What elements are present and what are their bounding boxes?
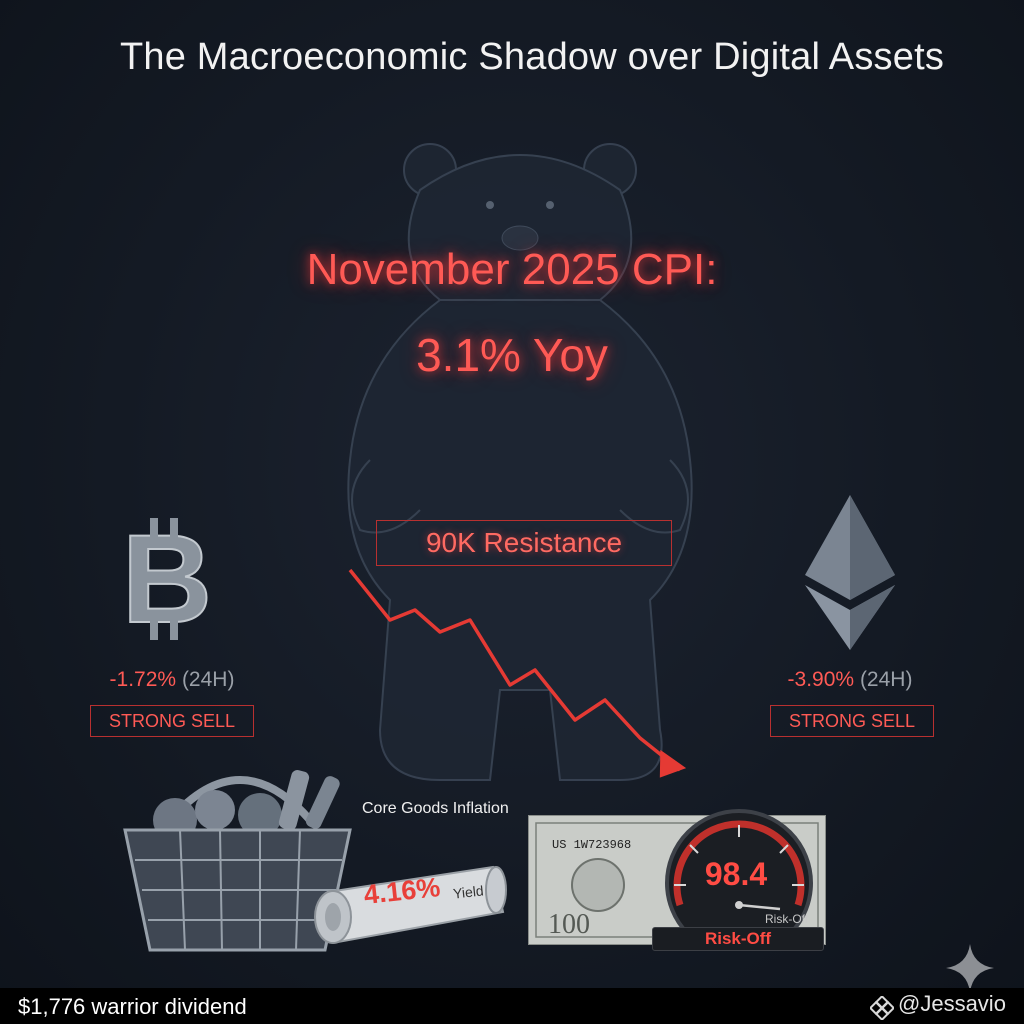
ethereum-signal-badge: STRONG SELL	[770, 705, 934, 737]
dollar-index-gauge	[665, 809, 813, 945]
bitcoin-change-period: (24H)	[181, 668, 235, 691]
cpi-value: 3.1% Yoy	[416, 329, 608, 381]
yield-label: Yield	[452, 882, 485, 902]
bill-serial: US 1W723968	[552, 838, 632, 852]
risk-off-badge: Risk-Off	[652, 927, 824, 951]
bitcoin-signal-badge: STRONG SELL	[90, 705, 254, 737]
svg-text:100: 100	[548, 909, 590, 940]
shopping-basket-icon	[123, 770, 352, 952]
sparkle-icon	[946, 944, 994, 992]
bitcoin-icon: B	[121, 510, 213, 650]
ethereum-icon	[805, 495, 895, 650]
brand-handle[interactable]: @Jessavio	[898, 991, 1006, 1016]
bear-illustration	[347, 143, 693, 781]
footer-text: $1,776 warrior dividend	[18, 994, 247, 1019]
page-title: The Macroeconomic Shadow over Digital As…	[119, 36, 945, 78]
ethereum-change: -3.90% (24H)	[720, 668, 980, 692]
footer-bar	[0, 988, 1024, 1024]
gauge-risk-label: Risk-Off	[765, 912, 809, 926]
cpi-headline: November 2025 CPI:	[306, 245, 718, 294]
ethereum-change-period: (24H)	[859, 668, 913, 691]
resistance-label: 90K Resistance	[376, 520, 672, 566]
svg-text:B: B	[122, 510, 212, 649]
bitcoin-change: -1.72% (24H)	[42, 668, 302, 692]
bitcoin-change-value: -1.72%	[109, 668, 177, 691]
core-goods-label: Core Goods Inflation	[362, 800, 509, 817]
ethereum-change-value: -3.90%	[787, 668, 855, 691]
treasury-scroll	[314, 865, 507, 944]
dollar-index-value: 98.4	[704, 856, 768, 892]
downtrend-arrow	[348, 568, 687, 778]
binance-icon	[870, 996, 894, 1020]
